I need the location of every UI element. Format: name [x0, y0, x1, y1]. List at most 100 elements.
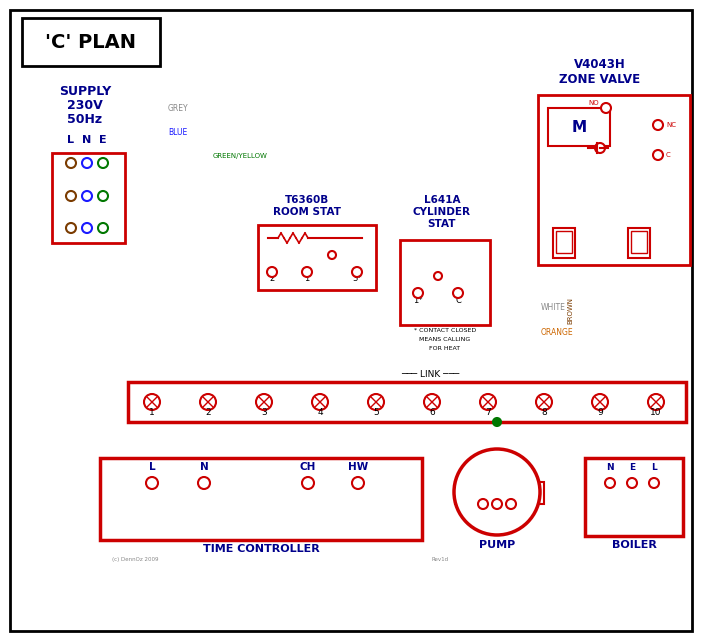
- Circle shape: [653, 150, 663, 160]
- Text: TIME CONTROLLER: TIME CONTROLLER: [203, 544, 319, 554]
- Circle shape: [302, 267, 312, 277]
- Text: V4043H: V4043H: [574, 58, 626, 71]
- Text: L: L: [67, 135, 74, 145]
- Text: ─── LINK ───: ─── LINK ───: [401, 370, 459, 379]
- Text: 1: 1: [305, 274, 310, 283]
- Text: CYLINDER: CYLINDER: [413, 207, 471, 217]
- Text: BLUE: BLUE: [168, 128, 187, 137]
- Text: N: N: [199, 462, 208, 472]
- Circle shape: [82, 158, 92, 168]
- Bar: [258, 225, 376, 290]
- Circle shape: [267, 267, 277, 277]
- Text: 2: 2: [270, 274, 274, 283]
- Circle shape: [146, 477, 158, 489]
- Circle shape: [653, 120, 663, 130]
- Text: 5: 5: [373, 408, 379, 417]
- Text: L: L: [149, 462, 155, 472]
- Circle shape: [66, 158, 76, 168]
- Circle shape: [98, 191, 108, 201]
- Text: 6: 6: [429, 408, 435, 417]
- Circle shape: [144, 394, 160, 410]
- Text: E: E: [494, 509, 500, 518]
- Circle shape: [198, 477, 210, 489]
- Text: L: L: [651, 463, 657, 472]
- Text: NO: NO: [589, 100, 600, 106]
- Circle shape: [368, 394, 384, 410]
- Text: HW: HW: [348, 462, 368, 472]
- Bar: [128, 382, 686, 422]
- Bar: [100, 458, 422, 540]
- Text: WHITE: WHITE: [541, 303, 566, 312]
- Bar: [455, 482, 471, 504]
- Text: FOR HEAT: FOR HEAT: [430, 346, 461, 351]
- Text: 230V: 230V: [67, 99, 103, 112]
- Bar: [628, 228, 650, 258]
- Text: N: N: [82, 135, 92, 145]
- Circle shape: [649, 478, 659, 488]
- Circle shape: [506, 499, 516, 509]
- Bar: [548, 108, 610, 146]
- Circle shape: [424, 394, 440, 410]
- Text: ZONE VALVE: ZONE VALVE: [559, 73, 640, 86]
- Circle shape: [66, 191, 76, 201]
- Text: GREEN/YELLOW: GREEN/YELLOW: [213, 153, 268, 159]
- Text: MEANS CALLING: MEANS CALLING: [419, 337, 470, 342]
- Bar: [631, 231, 647, 253]
- Text: 'C' PLAN: 'C' PLAN: [46, 33, 136, 51]
- Bar: [400, 240, 490, 325]
- Circle shape: [434, 272, 442, 280]
- Text: E: E: [99, 135, 107, 145]
- Text: C: C: [455, 296, 461, 305]
- Text: ORANGE: ORANGE: [541, 328, 574, 337]
- Circle shape: [592, 394, 608, 410]
- Bar: [52, 153, 125, 243]
- Circle shape: [605, 478, 615, 488]
- Bar: [553, 228, 575, 258]
- Circle shape: [627, 478, 637, 488]
- Text: 3: 3: [261, 408, 267, 417]
- Bar: [538, 95, 690, 265]
- Text: N: N: [607, 463, 614, 472]
- Text: * CONTACT CLOSED: * CONTACT CLOSED: [414, 328, 476, 333]
- Text: SUPPLY: SUPPLY: [59, 85, 111, 98]
- Text: NC: NC: [666, 122, 676, 128]
- Circle shape: [453, 288, 463, 298]
- Circle shape: [493, 418, 501, 426]
- Circle shape: [352, 477, 364, 489]
- Circle shape: [82, 223, 92, 233]
- Text: ROOM STAT: ROOM STAT: [273, 207, 341, 217]
- Text: C: C: [666, 152, 670, 158]
- Circle shape: [478, 499, 488, 509]
- Circle shape: [492, 499, 502, 509]
- Bar: [556, 231, 572, 253]
- Circle shape: [413, 288, 423, 298]
- Text: 9: 9: [597, 408, 603, 417]
- Circle shape: [352, 267, 362, 277]
- Text: 1*: 1*: [413, 296, 423, 305]
- Text: PUMP: PUMP: [479, 540, 515, 550]
- Text: L: L: [508, 509, 514, 518]
- Text: 10: 10: [650, 408, 662, 417]
- Text: M: M: [571, 119, 587, 135]
- Circle shape: [601, 103, 611, 113]
- Text: STAT: STAT: [428, 219, 456, 229]
- Text: E: E: [629, 463, 635, 472]
- Circle shape: [328, 251, 336, 259]
- Circle shape: [66, 223, 76, 233]
- Circle shape: [200, 394, 216, 410]
- Text: 2: 2: [205, 408, 211, 417]
- Text: 1: 1: [149, 408, 155, 417]
- Text: 8: 8: [541, 408, 547, 417]
- Text: 4: 4: [317, 408, 323, 417]
- Circle shape: [536, 394, 552, 410]
- Circle shape: [480, 394, 496, 410]
- Text: (c) DennOz 2009: (c) DennOz 2009: [112, 557, 159, 562]
- Bar: [585, 458, 683, 536]
- Text: N: N: [479, 509, 486, 518]
- Circle shape: [256, 394, 272, 410]
- Circle shape: [454, 449, 540, 535]
- Text: Rev1d: Rev1d: [432, 557, 449, 562]
- Text: 50Hz: 50Hz: [67, 113, 102, 126]
- Circle shape: [82, 191, 92, 201]
- Text: L641A: L641A: [424, 195, 461, 205]
